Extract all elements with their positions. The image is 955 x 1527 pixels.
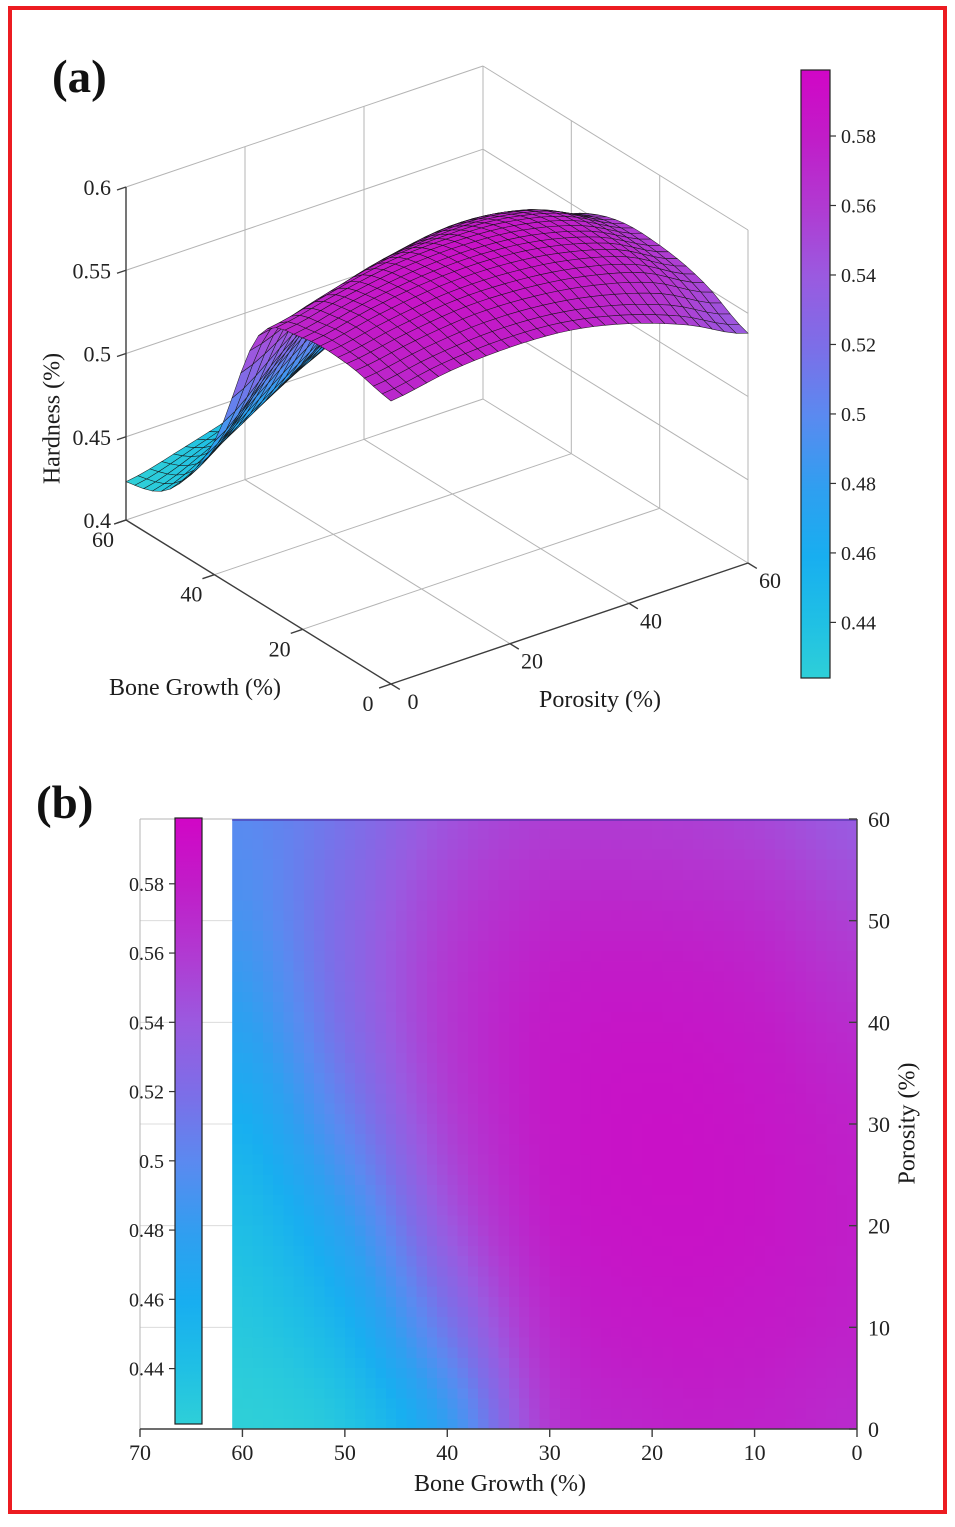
panel-a-z-axis-label: Hardness (%) [39, 352, 66, 485]
panel-b-colorbar-ticks: 0.58 0.56 0.54 0.52 0.5 0.48 0.46 0.44 [129, 874, 175, 1381]
colorbar-tick-label: 0.52 [129, 1082, 164, 1104]
colorbar-tick-label: 0.54 [841, 265, 876, 287]
tick-label: 30 [539, 1440, 561, 1465]
colorbar-tick-label: 0.44 [129, 1359, 164, 1381]
panel-b-label: (b) [36, 777, 94, 829]
colorbar-tick-label: 0.52 [841, 334, 876, 356]
tick-label: 40 [868, 1010, 890, 1035]
colorbar-tick-label: 0.48 [841, 473, 876, 495]
tick-label: 60 [868, 807, 890, 832]
panel-b-y-axis-label: Porosity (%) [894, 1062, 921, 1185]
colorbar-tick-label: 0.46 [129, 1289, 164, 1311]
panel-b-tick-labels: 70 60 50 40 30 20 10 00 10 20 30 40 50 60 [129, 807, 890, 1465]
tick-label: 60 [92, 527, 114, 552]
tick-label: 0.6 [84, 175, 112, 200]
tick-label: 40 [180, 582, 202, 607]
panel-a-colorbar-ticks: 0.58 0.56 0.54 0.52 0.5 0.48 0.46 0.44 [830, 126, 876, 634]
colorbar-tick-label: 0.58 [129, 874, 164, 896]
tick-label: 40 [436, 1440, 458, 1465]
tick-label: 0.55 [73, 258, 112, 283]
tick-label: 20 [868, 1214, 890, 1239]
panel-a-label: (a) [52, 51, 107, 103]
panel-b-colorbar [174, 817, 203, 1425]
tick-label: 0 [363, 691, 374, 716]
tick-label: 20 [641, 1440, 663, 1465]
tick-label: 10 [744, 1440, 766, 1465]
panel-a-y-axis-label: Bone Growth (%) [109, 675, 281, 701]
tick-label: 70 [129, 1440, 151, 1465]
colorbar-tick-label: 0.58 [841, 126, 876, 148]
panel-b-x-axis-label: Bone Growth (%) [414, 1471, 586, 1497]
heatmap-image [232, 819, 857, 1429]
tick-label: 0.45 [73, 425, 112, 450]
tick-label: 10 [868, 1315, 890, 1340]
colorbar-tick-label: 0.56 [841, 195, 876, 217]
tick-label: 50 [868, 909, 890, 934]
tick-label: 0 [868, 1417, 879, 1442]
surface-mesh [125, 209, 749, 492]
tick-label: 0 [852, 1440, 863, 1465]
panel-b-axes [139, 818, 858, 1437]
colorbar-tick-label: 0.5 [841, 404, 866, 426]
colorbar-tick-label: 0.48 [129, 1220, 164, 1242]
tick-label: 0.5 [84, 342, 112, 367]
tick-label: 0 [408, 689, 419, 714]
colorbar-tick-label: 0.54 [129, 1012, 164, 1034]
panel-a-x-axis-label: Porosity (%) [539, 687, 661, 713]
tick-label: 0.4 [84, 508, 112, 533]
tick-label: 60 [231, 1440, 253, 1465]
panel-a-colorbar [800, 69, 831, 679]
panel-a-axes [113, 186, 758, 691]
tick-label: 40 [640, 608, 662, 633]
tick-label: 30 [868, 1112, 890, 1137]
tick-label: 50 [334, 1440, 356, 1465]
tick-label: 20 [269, 636, 291, 661]
colorbar-tick-label: 0.44 [841, 612, 876, 634]
colorbar-tick-label: 0.46 [841, 543, 876, 565]
tick-label: 20 [521, 649, 543, 674]
colorbar-tick-label: 0.5 [139, 1151, 164, 1173]
tick-label: 60 [759, 568, 781, 593]
colorbar-tick-label: 0.56 [129, 943, 164, 965]
